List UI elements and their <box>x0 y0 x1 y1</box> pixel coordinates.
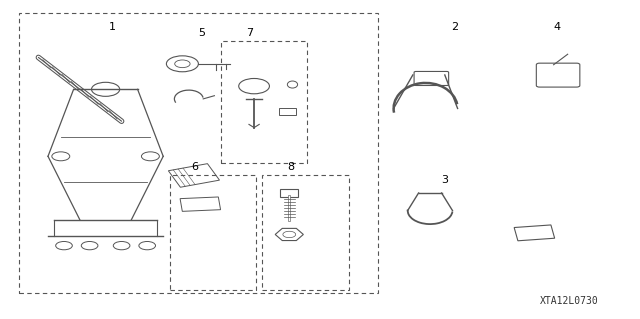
Text: XTA12L0730: XTA12L0730 <box>540 296 598 306</box>
Text: 7: 7 <box>246 28 253 38</box>
Text: 2: 2 <box>451 22 458 32</box>
Text: 6: 6 <box>192 162 198 172</box>
Text: 3: 3 <box>442 175 448 185</box>
Text: 1: 1 <box>109 22 115 32</box>
Text: 8: 8 <box>287 162 295 172</box>
Text: 5: 5 <box>198 28 205 38</box>
Text: 4: 4 <box>553 22 561 32</box>
